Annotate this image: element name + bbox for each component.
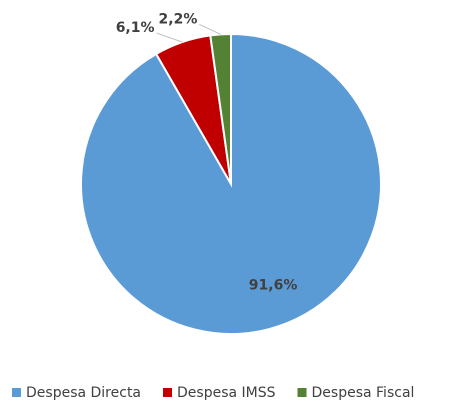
data-label: 91,6%: [249, 277, 298, 293]
leader-line: [199, 23, 221, 35]
legend-swatch: [297, 388, 307, 397]
data-label: 2,2%: [159, 11, 198, 27]
legend-label: Despesa Fiscal: [312, 385, 415, 401]
legend-label: Despesa IMSS: [177, 385, 276, 401]
legend-label: Despesa Directa: [26, 385, 141, 401]
legend-swatch: [12, 388, 21, 397]
data-label: 6,1%: [116, 20, 155, 36]
legend-swatch: [163, 388, 173, 397]
pie-slice: [209, 32, 232, 185]
leader-line: [156, 32, 183, 43]
